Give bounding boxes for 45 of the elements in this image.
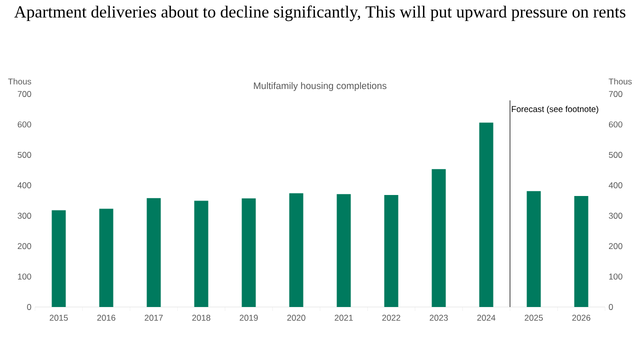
bar — [146, 198, 161, 307]
y2-tick-label: 100 — [609, 274, 622, 280]
y2-axis-title: Thous — [608, 78, 632, 84]
y-tick-label: 600 — [18, 121, 32, 128]
x-tick-label: 2025 — [524, 314, 543, 321]
bar — [336, 194, 351, 307]
y-tick-label: 500 — [18, 152, 32, 158]
y-tick-label: 700 — [18, 91, 32, 97]
bar — [99, 208, 114, 307]
y2-tick-label: 200 — [608, 243, 622, 250]
chart-title: Apartment deliveries about to decline significantly, This will put upward pressure on rents — [14, 6, 626, 22]
bar — [194, 200, 208, 307]
bar — [432, 169, 446, 307]
y2-tick-label: 600 — [608, 121, 622, 128]
y2-tick-label: 500 — [608, 152, 622, 158]
x-tick-label: 2018 — [192, 314, 210, 321]
x-tick-label: 2015 — [50, 314, 68, 321]
annotation: Forecast (see footnote) — [512, 106, 598, 114]
bar — [384, 195, 398, 307]
y2-tick-label: 700 — [608, 91, 622, 97]
x-tick-label: 2023 — [430, 314, 448, 321]
x-tick-label: 2021 — [334, 314, 353, 321]
bar — [574, 196, 588, 307]
x-tick-label: 2024 — [477, 314, 496, 321]
y-tick-label: 200 — [18, 243, 32, 250]
chart-subtitle: Multifamily housing completions — [254, 82, 386, 91]
bar — [526, 191, 541, 307]
bar — [52, 210, 66, 307]
bar — [242, 198, 256, 307]
y-tick-label: 0 — [27, 304, 32, 310]
y-axis-title: Thous — [8, 78, 32, 84]
x-tick-label: 2026 — [572, 314, 590, 321]
y2-tick-label: 400 — [608, 182, 622, 188]
x-tick-label: 2020 — [287, 314, 306, 321]
y-tick-label: 400 — [18, 182, 32, 188]
x-tick-label: 2022 — [382, 314, 400, 321]
y-tick-label: 300 — [18, 212, 32, 219]
y2-tick-label: 0 — [608, 304, 613, 310]
x-tick-label: 2016 — [97, 314, 116, 321]
x-tick-label: 2019 — [240, 314, 258, 321]
y2-tick-label: 300 — [608, 212, 622, 219]
y-tick-label: 100 — [18, 274, 32, 280]
bar — [289, 193, 304, 307]
x-tick-label: 2017 — [144, 314, 163, 321]
bar — [479, 122, 494, 307]
